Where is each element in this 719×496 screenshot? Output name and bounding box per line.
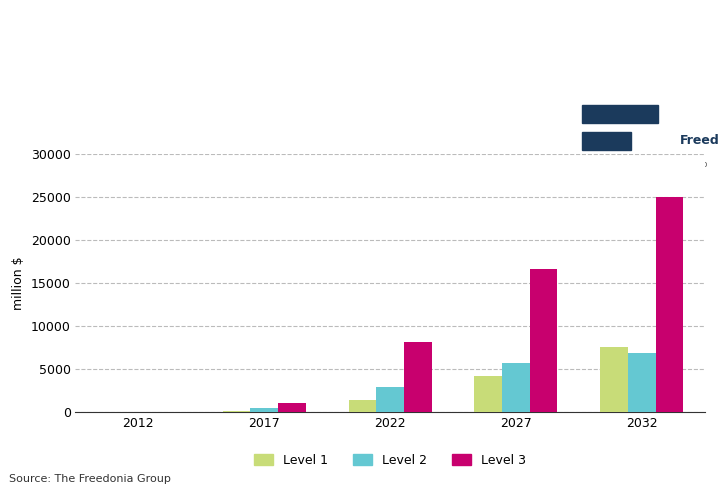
- Bar: [278, 403, 306, 412]
- Y-axis label: million $: million $: [12, 256, 25, 310]
- Bar: [582, 159, 658, 177]
- Text: Freedonia: Freedonia: [680, 134, 719, 147]
- Bar: [628, 353, 656, 412]
- Bar: [530, 269, 557, 412]
- Text: Figure 3-5.
Global Electric Vehicle Charging Product Demand by Charging Level,
2: Figure 3-5. Global Electric Vehicle Char…: [9, 7, 436, 62]
- Bar: [656, 197, 683, 412]
- Bar: [250, 408, 278, 412]
- Bar: [600, 347, 628, 412]
- Bar: [475, 375, 502, 412]
- Bar: [582, 105, 658, 123]
- Legend: Level 1, Level 2, Level 3: Level 1, Level 2, Level 3: [249, 449, 531, 472]
- Bar: [376, 387, 404, 412]
- Bar: [404, 342, 431, 412]
- Bar: [502, 363, 530, 412]
- Text: Source: The Freedonia Group: Source: The Freedonia Group: [9, 474, 170, 484]
- Text: Group: Group: [680, 160, 707, 169]
- Bar: [582, 132, 631, 150]
- Bar: [349, 400, 376, 412]
